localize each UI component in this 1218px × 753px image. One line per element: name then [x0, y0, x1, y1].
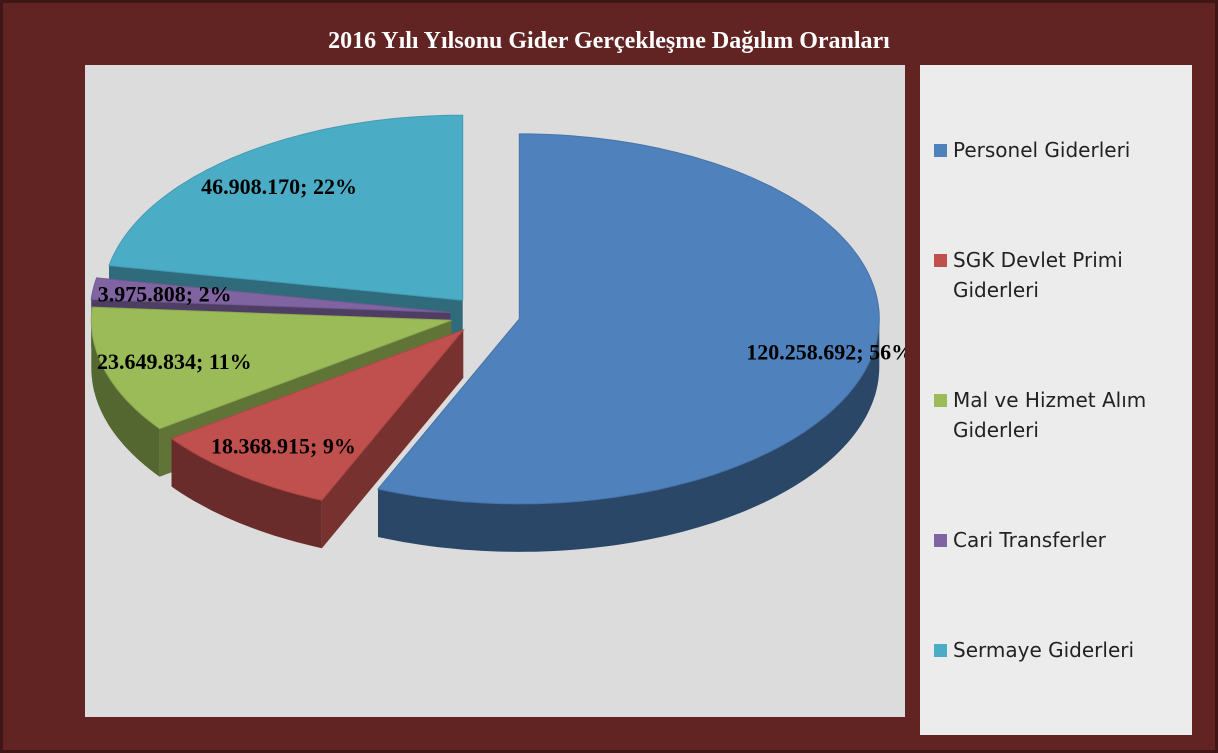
legend-swatch — [934, 534, 947, 547]
chart-title: 2016 Yılı Yılsonu Gider Gerçekleşme Dağı… — [328, 28, 890, 54]
legend-label: Personel Giderleri — [953, 138, 1131, 162]
slice — [90, 277, 451, 313]
legend-label: SGK Devlet Primi Giderleri — [953, 248, 1123, 302]
legend-entry: SGK Devlet Primi Giderleri — [934, 245, 1182, 305]
slice — [377, 133, 880, 505]
data-label: 23.649.834; 11% — [97, 349, 252, 374]
legend-entry: Sermaye Giderleri — [934, 635, 1182, 665]
legend-label: Sermaye Giderleri — [953, 638, 1135, 662]
legend-swatch — [934, 394, 947, 407]
data-label: 120.258.692; 56% — [746, 339, 905, 364]
legend-swatch — [934, 644, 947, 657]
legend-label: Mal ve Hizmet Alım Giderleri — [953, 388, 1147, 442]
legend-entry: Mal ve Hizmet Alım Giderleri — [934, 385, 1182, 445]
data-label: 46.908.170; 22% — [201, 174, 357, 199]
slice — [170, 328, 465, 501]
legend: Personel Giderleri SGK Devlet Primi Gider… — [920, 65, 1192, 735]
data-label: 18.368.915; 9% — [211, 434, 356, 459]
slice-outer-wall — [171, 438, 322, 549]
legend-entry: Cari Transferler — [934, 525, 1182, 555]
slice — [90, 306, 452, 430]
legend-label: Cari Transferler — [953, 528, 1106, 552]
data-label: 3.975.808; 2% — [98, 281, 232, 306]
legend-swatch — [934, 254, 947, 267]
slice-outer-wall — [378, 318, 880, 552]
legend-entry: Personel Giderleri — [934, 135, 1182, 165]
plot-area: 120.258.692; 56% 18.368.915; 9% 23.649.834… — [85, 65, 905, 717]
legend-swatch — [934, 144, 947, 157]
slice — [108, 114, 464, 301]
slice-outer-wall — [91, 320, 160, 477]
